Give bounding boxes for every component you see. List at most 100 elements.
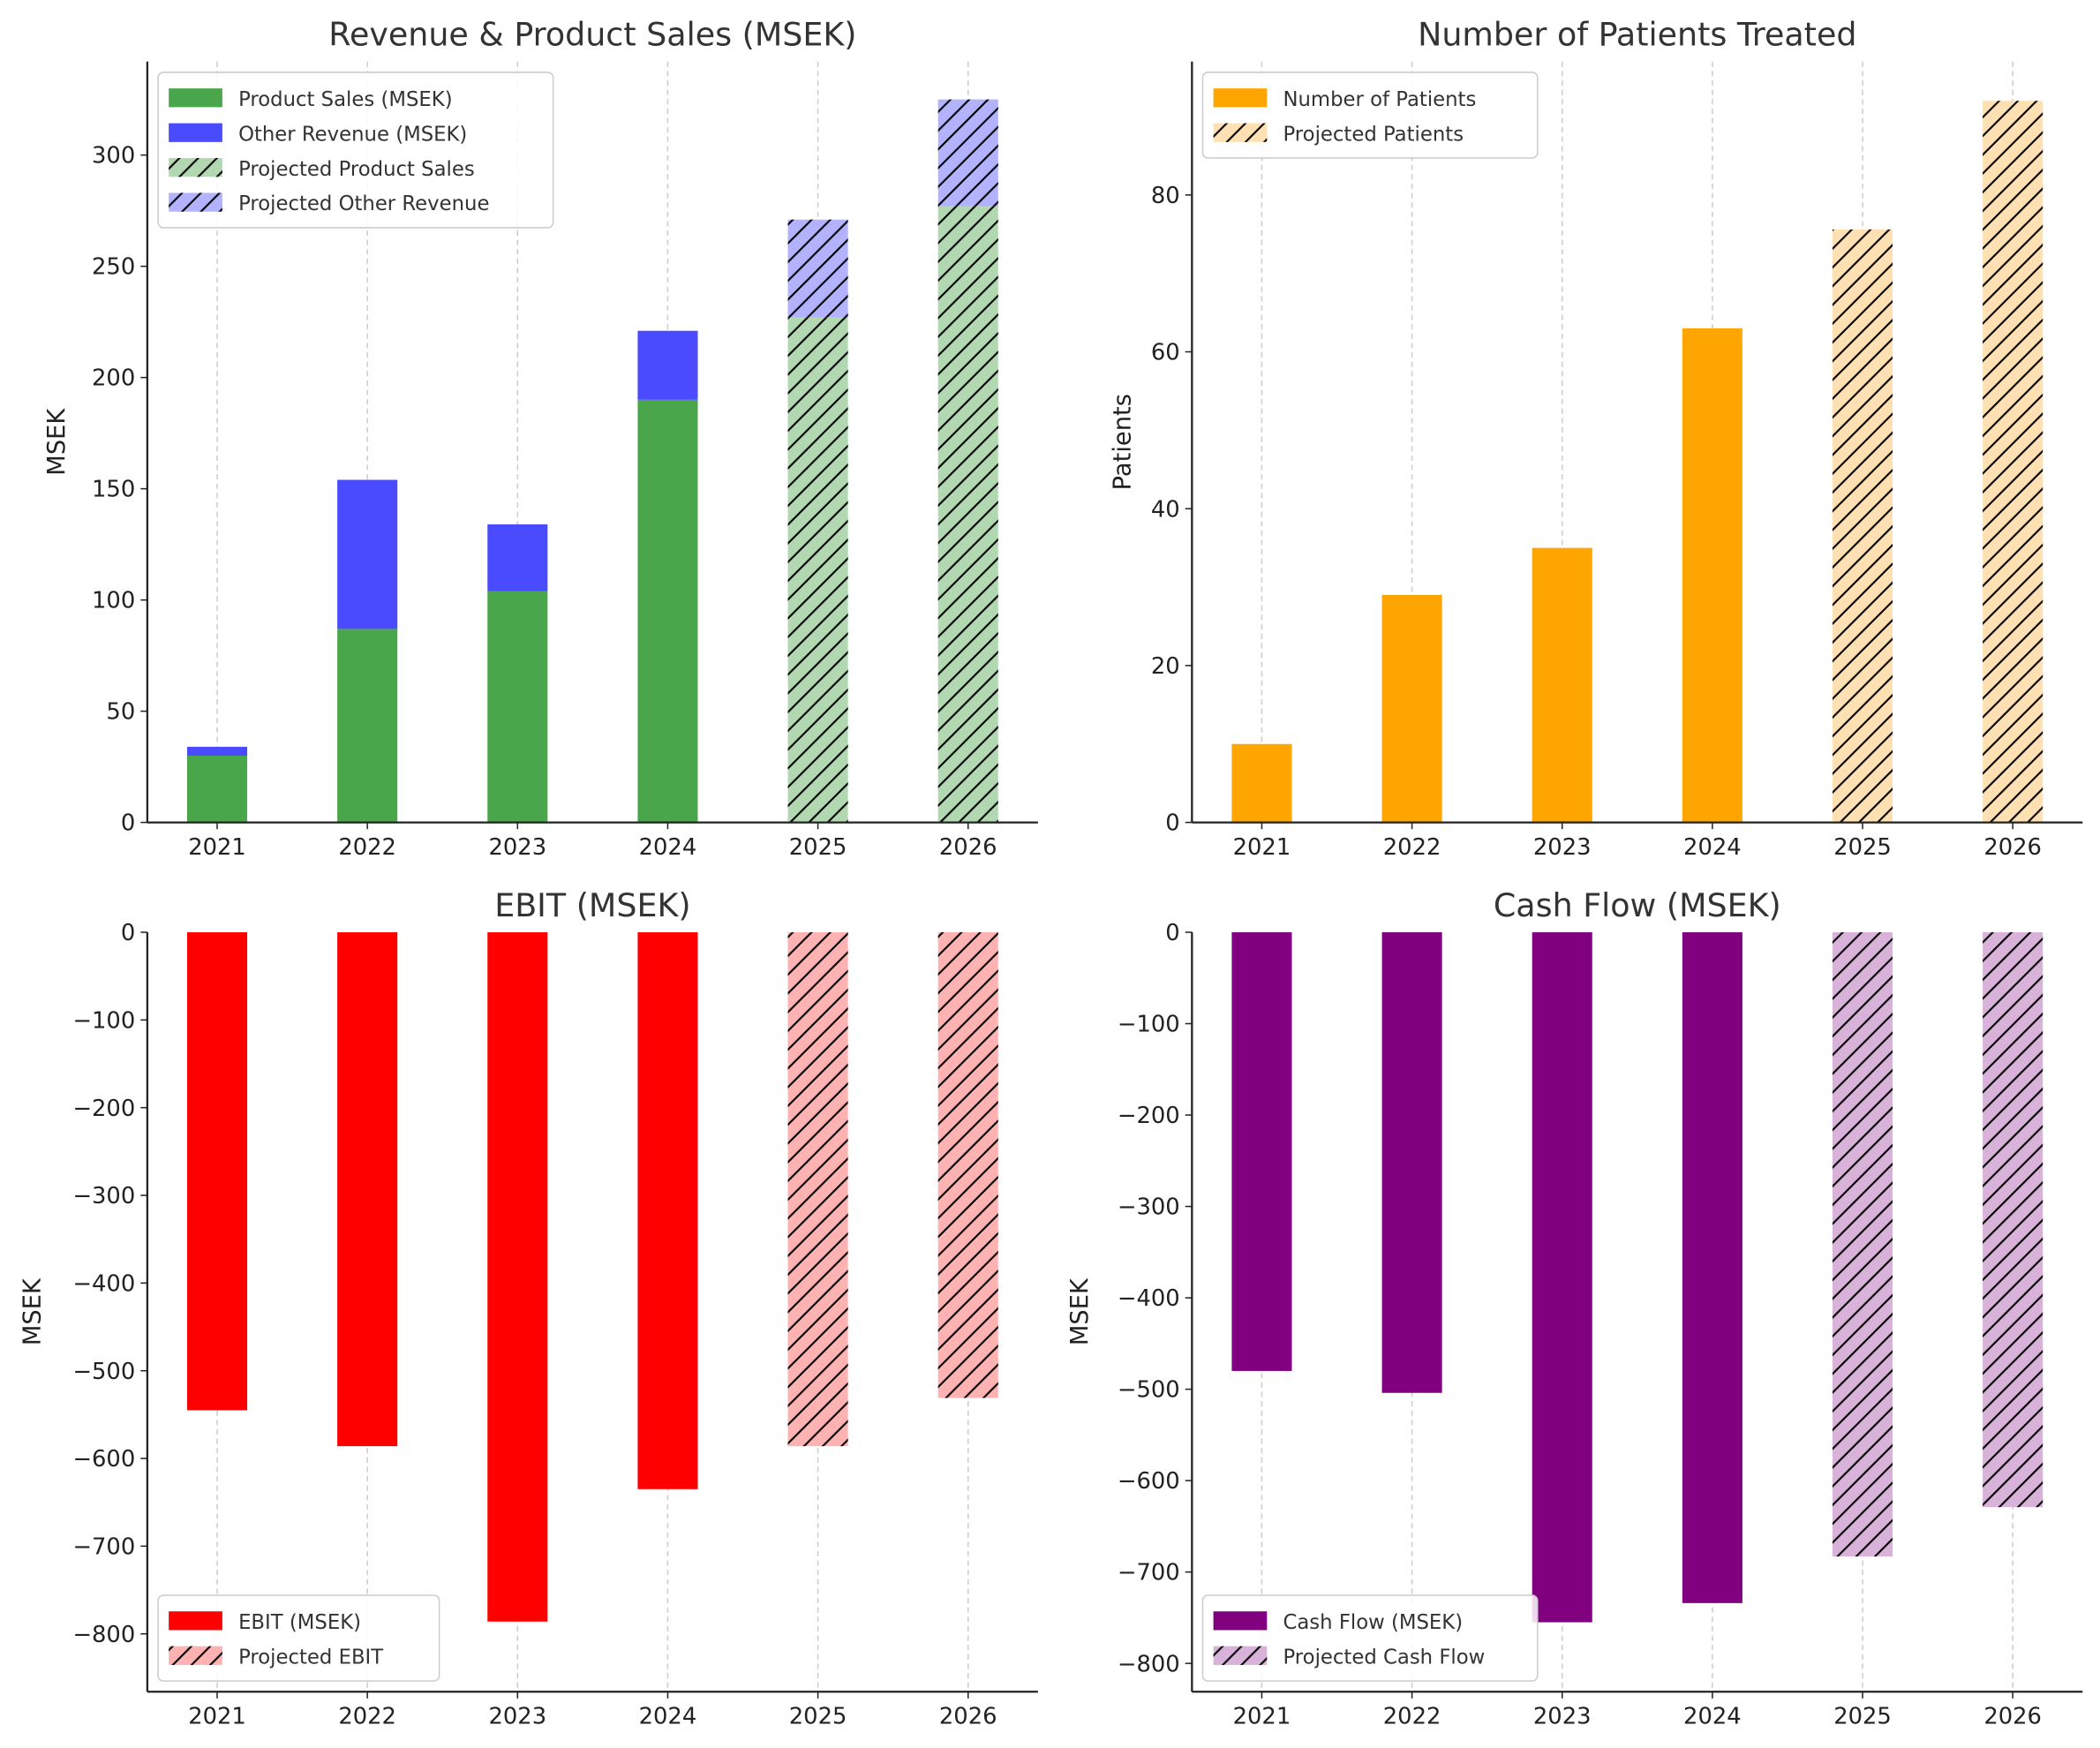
y-tick-label: −200 — [1118, 1103, 1180, 1129]
bar — [186, 755, 248, 823]
legend-label: Number of Patients — [1283, 88, 1476, 111]
y-tick-label: 150 — [92, 477, 135, 503]
legend: Product Sales (MSEK) Other Revenue (MSEK)… — [157, 72, 554, 229]
bar — [487, 524, 548, 591]
y-tick-label: −500 — [1118, 1377, 1180, 1404]
bar — [487, 591, 548, 823]
x-tick-label: 2024 — [1683, 1704, 1742, 1730]
y-tick-label: −500 — [72, 1359, 135, 1385]
y-axis-label: Patients — [1110, 394, 1137, 490]
x-tick-label: 2023 — [488, 1704, 546, 1730]
x-tick-label: 2023 — [488, 834, 546, 861]
x-tick-label: 2026 — [1983, 1704, 2042, 1730]
y-tick-label: −700 — [72, 1533, 135, 1560]
bar — [1532, 547, 1592, 823]
y-tick-label: 0 — [1165, 810, 1179, 837]
legend-swatch-hatch — [1213, 123, 1268, 142]
legend-label: Other Revenue (MSEK) — [238, 123, 467, 146]
bar — [1682, 328, 1742, 823]
y-tick-label: 60 — [1151, 340, 1180, 366]
bar — [186, 931, 248, 1411]
x-tick-label: 2022 — [338, 1704, 396, 1730]
chart-panel-1: 2021 2022 2023 2024 2025 2026 0 20 40 60 80 Number … — [1110, 16, 2083, 861]
bar — [487, 931, 548, 1622]
y-tick-label: 20 — [1151, 653, 1180, 680]
bar-hatch — [937, 931, 998, 1398]
y-tick-label: 250 — [92, 254, 135, 281]
bar — [337, 479, 398, 629]
y-axis-label: MSEK — [19, 1277, 47, 1345]
bar-hatch — [787, 931, 848, 1447]
bar — [1682, 931, 1742, 1603]
y-tick-label: 0 — [121, 810, 135, 837]
x-tick-label: 2023 — [1533, 834, 1592, 861]
y-tick-label: −700 — [1118, 1560, 1180, 1586]
x-tick-label: 2021 — [1233, 834, 1291, 861]
x-tick-label: 2025 — [789, 1704, 847, 1730]
bar-hatch — [1832, 931, 1893, 1557]
x-tick-label: 2024 — [639, 834, 697, 861]
y-tick-label: −800 — [72, 1622, 135, 1648]
legend-swatch — [169, 1611, 222, 1631]
x-tick-label: 2023 — [1533, 1704, 1592, 1730]
bar-hatch — [1983, 101, 2044, 823]
bar-hatch — [1983, 931, 2044, 1508]
x-tick-label: 2025 — [1833, 834, 1892, 861]
x-tick-label: 2026 — [939, 1704, 997, 1730]
legend-swatch — [1213, 1611, 1268, 1631]
x-tick-label: 2022 — [338, 834, 396, 861]
y-axis-label: MSEK — [43, 408, 71, 476]
legend-swatch-hatch — [169, 158, 222, 177]
legend-swatch-hatch — [1213, 1646, 1268, 1665]
legend-swatch-hatch — [169, 192, 222, 212]
bar-hatch — [787, 317, 848, 823]
bar — [1381, 931, 1442, 1393]
x-tick-label: 2026 — [1983, 834, 2042, 861]
y-tick-label: −100 — [72, 1007, 135, 1034]
y-tick-label: −400 — [1118, 1285, 1180, 1312]
y-tick-label: 200 — [92, 365, 135, 392]
legend-swatch-hatch — [169, 1646, 222, 1665]
legend-label: Projected Other Revenue — [238, 192, 489, 215]
y-tick-label: −300 — [72, 1183, 135, 1209]
chart-title: Cash Flow (MSEK) — [1494, 886, 1781, 924]
y-tick-label: −100 — [1118, 1012, 1180, 1038]
legend-label: Projected Patients — [1283, 123, 1464, 146]
x-tick-label: 2026 — [939, 834, 997, 861]
legend-frame — [157, 1594, 440, 1682]
legend-swatch — [169, 88, 222, 108]
legend-swatch — [169, 123, 222, 142]
x-tick-label: 2025 — [789, 834, 847, 861]
x-tick-label: 2022 — [1383, 1704, 1441, 1730]
bar — [186, 746, 248, 756]
x-tick-label: 2024 — [639, 1704, 697, 1730]
y-tick-label: −200 — [72, 1096, 135, 1122]
chart-panel-0: 2021 2022 2023 2024 2025 2026 0 50 100 150 200 250 3… — [43, 16, 1038, 861]
bar — [337, 629, 398, 823]
y-axis-label: MSEK — [1066, 1277, 1094, 1345]
legend-frame — [1201, 72, 1539, 159]
y-tick-label: 300 — [92, 143, 135, 170]
bar-hatch — [937, 99, 998, 207]
x-tick-label: 2022 — [1383, 834, 1441, 861]
legend-frame — [157, 72, 554, 229]
legend: EBIT (MSEK) Projected EBIT — [157, 1594, 440, 1682]
legend-swatch — [1213, 88, 1268, 108]
bar-hatch — [1832, 229, 1893, 823]
y-tick-label: 0 — [1165, 920, 1179, 946]
y-tick-label: 100 — [92, 588, 135, 614]
y-tick-label: 80 — [1151, 183, 1180, 209]
x-tick-label: 2021 — [188, 834, 246, 861]
legend-label: Projected EBIT — [238, 1646, 383, 1669]
bar — [1231, 743, 1292, 823]
legend-label: Projected Product Sales — [238, 158, 475, 181]
legend-label: Cash Flow (MSEK) — [1283, 1611, 1463, 1634]
chart-title: Revenue & Product Sales (MSEK) — [328, 16, 856, 54]
y-tick-label: −800 — [1118, 1651, 1180, 1677]
legend-label: EBIT (MSEK) — [238, 1611, 361, 1634]
legend: Number of Patients Projected Patients — [1201, 72, 1539, 159]
bar — [637, 399, 698, 823]
y-tick-label: 50 — [106, 699, 135, 726]
y-tick-label: 40 — [1151, 496, 1180, 523]
